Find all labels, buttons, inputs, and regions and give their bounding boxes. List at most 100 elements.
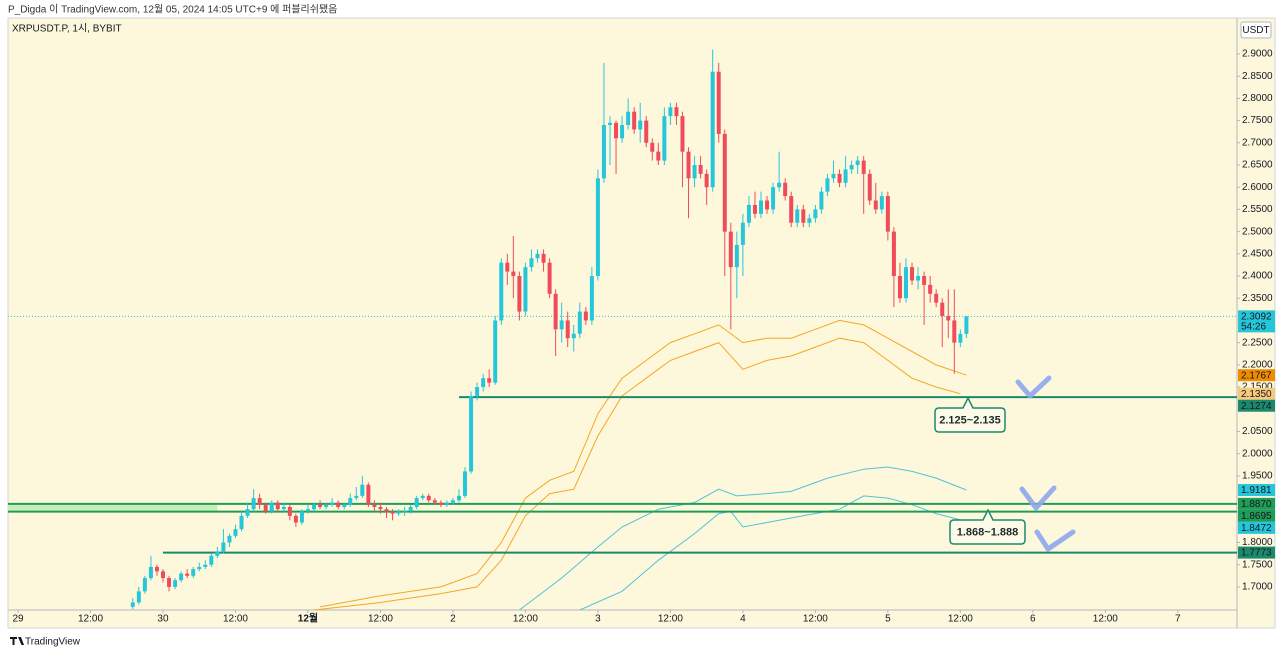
candle-body bbox=[825, 178, 830, 192]
price-label-box bbox=[1238, 310, 1275, 333]
currency-box[interactable] bbox=[1240, 21, 1272, 39]
candle-body bbox=[318, 504, 323, 507]
price-label: 1.8472 bbox=[1241, 523, 1272, 534]
candle-body bbox=[511, 271, 516, 277]
candle-body bbox=[154, 566, 159, 572]
candle-body bbox=[910, 267, 915, 281]
candle-body bbox=[354, 495, 359, 499]
brand: TradingView bbox=[25, 637, 81, 648]
y-tick-label: 1.9500 bbox=[1242, 471, 1273, 482]
y-tick-label: 2.8000 bbox=[1242, 93, 1273, 104]
candle-body bbox=[934, 293, 939, 303]
candle-body bbox=[233, 529, 238, 536]
candle-body bbox=[275, 502, 280, 510]
y-tick-label: 2.0000 bbox=[1242, 448, 1273, 459]
candle-body bbox=[885, 196, 890, 232]
x-tick-label: 12:00 bbox=[1093, 614, 1118, 625]
candle-body bbox=[680, 116, 685, 152]
candle-body bbox=[722, 133, 727, 232]
candle-body bbox=[148, 566, 153, 579]
candle-body bbox=[505, 262, 510, 272]
candle-body bbox=[336, 502, 341, 507]
callout-box bbox=[949, 508, 1026, 545]
candle-body bbox=[601, 125, 606, 179]
candle-body bbox=[384, 509, 389, 512]
candle-body bbox=[414, 498, 419, 507]
candle-body bbox=[559, 320, 564, 330]
candle-body bbox=[571, 333, 576, 339]
price-label: 1.8870 bbox=[1241, 499, 1272, 510]
x-tick-label: 4 bbox=[740, 614, 746, 625]
candle-body bbox=[245, 509, 250, 516]
candle-body bbox=[499, 262, 504, 321]
candle-body bbox=[595, 178, 600, 277]
time-axis-bg bbox=[8, 610, 1237, 628]
candle-body bbox=[692, 165, 697, 179]
candle-body bbox=[203, 564, 208, 567]
candle-body bbox=[142, 578, 147, 592]
candle-body bbox=[922, 276, 927, 285]
candle-body bbox=[644, 120, 649, 143]
x-tick-label: 12:00 bbox=[223, 614, 248, 625]
candle-body bbox=[879, 196, 884, 210]
candle-body bbox=[583, 311, 588, 321]
y-tick-label: 2.7500 bbox=[1242, 115, 1273, 126]
check-mark bbox=[1015, 375, 1052, 399]
zone bbox=[8, 503, 218, 512]
symbol-title: XRPUSDT.P, 1시, BYBIT bbox=[12, 23, 122, 35]
check-mark bbox=[1019, 485, 1057, 511]
candle-body bbox=[831, 173, 836, 179]
candle-body bbox=[626, 111, 631, 126]
check-marks bbox=[1015, 375, 1076, 552]
y-tick-label: 2.9000 bbox=[1242, 49, 1273, 60]
candle-body bbox=[632, 111, 637, 130]
candle-body bbox=[420, 495, 425, 499]
price-label: 2.1274 bbox=[1241, 401, 1272, 412]
candle-body bbox=[263, 504, 268, 512]
candle-body bbox=[136, 591, 141, 603]
candle-body bbox=[813, 209, 818, 219]
candle-body bbox=[728, 231, 733, 268]
candle-body bbox=[402, 510, 407, 512]
candle-body bbox=[535, 253, 540, 259]
candle-body bbox=[686, 151, 691, 179]
candle-body bbox=[952, 320, 957, 343]
candle-body bbox=[372, 504, 377, 507]
candle-body bbox=[746, 204, 751, 223]
x-tick-label: 3 bbox=[595, 614, 601, 625]
candle-body bbox=[517, 276, 522, 312]
indicator-line bbox=[579, 495, 967, 610]
candle-body bbox=[487, 378, 492, 383]
candle-body bbox=[227, 535, 232, 543]
y-tick-label: 2.3500 bbox=[1242, 293, 1273, 304]
candle-body bbox=[432, 500, 437, 503]
candle-body bbox=[390, 511, 395, 514]
y-tick-label: 2.5500 bbox=[1242, 204, 1273, 215]
candle-body bbox=[674, 107, 679, 117]
candle-body bbox=[843, 169, 848, 183]
x-tick-label: 12:00 bbox=[658, 614, 683, 625]
header-text: P_Digda 이 TradingView.com, 12월 05, 2024 … bbox=[8, 4, 337, 16]
candle-body bbox=[964, 316, 969, 334]
candle-body bbox=[577, 311, 582, 334]
candle-body bbox=[807, 218, 812, 223]
candle-body bbox=[662, 116, 667, 161]
candle-body bbox=[160, 571, 165, 579]
candle-body bbox=[221, 542, 226, 552]
y-tick-label: 2.2500 bbox=[1242, 337, 1273, 348]
candle-body bbox=[765, 200, 770, 210]
candle-body bbox=[348, 498, 353, 505]
candle-body bbox=[861, 160, 866, 174]
y-tick-label: 1.7500 bbox=[1242, 559, 1273, 570]
candle-body bbox=[777, 182, 782, 188]
candle-body bbox=[469, 395, 474, 472]
price-label: 2.3092 bbox=[1241, 311, 1272, 322]
x-tick-label: 29 bbox=[12, 614, 24, 625]
y-tick-label: 2.1500 bbox=[1242, 382, 1273, 393]
candle-body bbox=[251, 498, 256, 510]
y-tick-label: 2.5000 bbox=[1242, 226, 1273, 237]
candle-body bbox=[444, 502, 449, 505]
candle-body bbox=[958, 333, 963, 343]
candle-body bbox=[360, 484, 365, 496]
candle-body bbox=[396, 511, 401, 514]
